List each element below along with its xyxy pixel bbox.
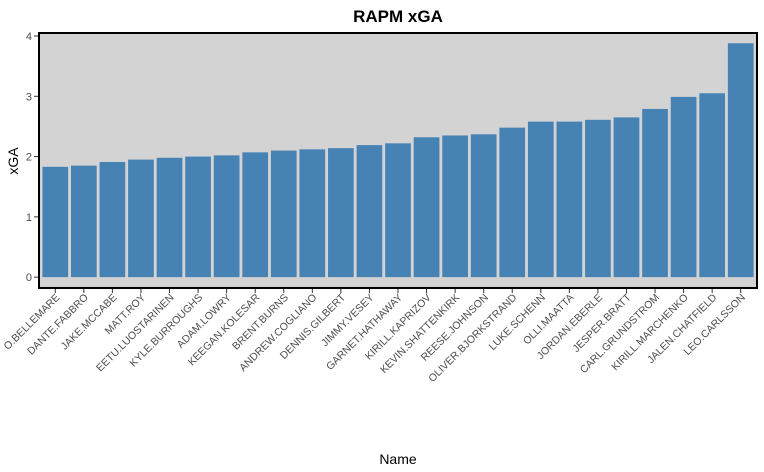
- plot-border: [38, 32, 758, 289]
- bar-garnet-hathaway: [385, 143, 411, 278]
- y-tick-label: 4: [26, 31, 32, 43]
- x-axis-title: Name: [379, 451, 417, 467]
- bar-kirill-kaprizov: [413, 137, 440, 278]
- bar-kyle-burroughs: [185, 156, 211, 278]
- bar-dante-fabbro: [70, 165, 97, 278]
- bar-oliver-bjorkstrand: [499, 127, 526, 278]
- bar-jordan-eberle: [585, 119, 611, 278]
- bar-andrew-cogliano: [299, 149, 326, 278]
- bar-kirill-marchenko: [670, 96, 697, 278]
- x-axis: O.BELLEMAREDANTE.FABBROJAKE.MCCABEMATT.R…: [2, 289, 748, 385]
- bar-dennis-gilbert: [328, 148, 354, 278]
- y-tick-label: 3: [26, 91, 32, 103]
- bars-group: [42, 43, 754, 278]
- bar-jesper-bratt: [613, 117, 640, 278]
- y-tick-label: 0: [26, 272, 32, 284]
- bar-brent-burns: [270, 150, 297, 278]
- bar-carl-grundstrom: [642, 108, 668, 278]
- bar-reese-johnson: [470, 134, 497, 278]
- bar-jimmy-vesey: [356, 145, 383, 278]
- bar-jake-mccabe: [99, 162, 126, 278]
- bar-keegan-kolesar: [242, 152, 269, 278]
- bar-adam-lowry: [213, 155, 240, 278]
- bar-jalen-chatfield: [699, 93, 726, 278]
- y-axis: 0 1 2 3 4: [26, 31, 38, 284]
- bar-matt-roy: [128, 159, 154, 278]
- bar-luke-schenn: [527, 121, 554, 278]
- y-tick-label: 1: [26, 212, 32, 224]
- bar-o-bellemare: [42, 166, 69, 278]
- bar-kevin-shattenkirk: [442, 135, 468, 278]
- chart-title: RAPM xGA: [353, 7, 443, 26]
- bar-eetu-luostarinen: [156, 157, 183, 278]
- y-axis-title: xGA: [5, 147, 21, 175]
- bar-olli-maatta: [556, 121, 583, 278]
- bar-leo-carlsson: [727, 43, 754, 278]
- y-tick-label: 2: [26, 152, 32, 164]
